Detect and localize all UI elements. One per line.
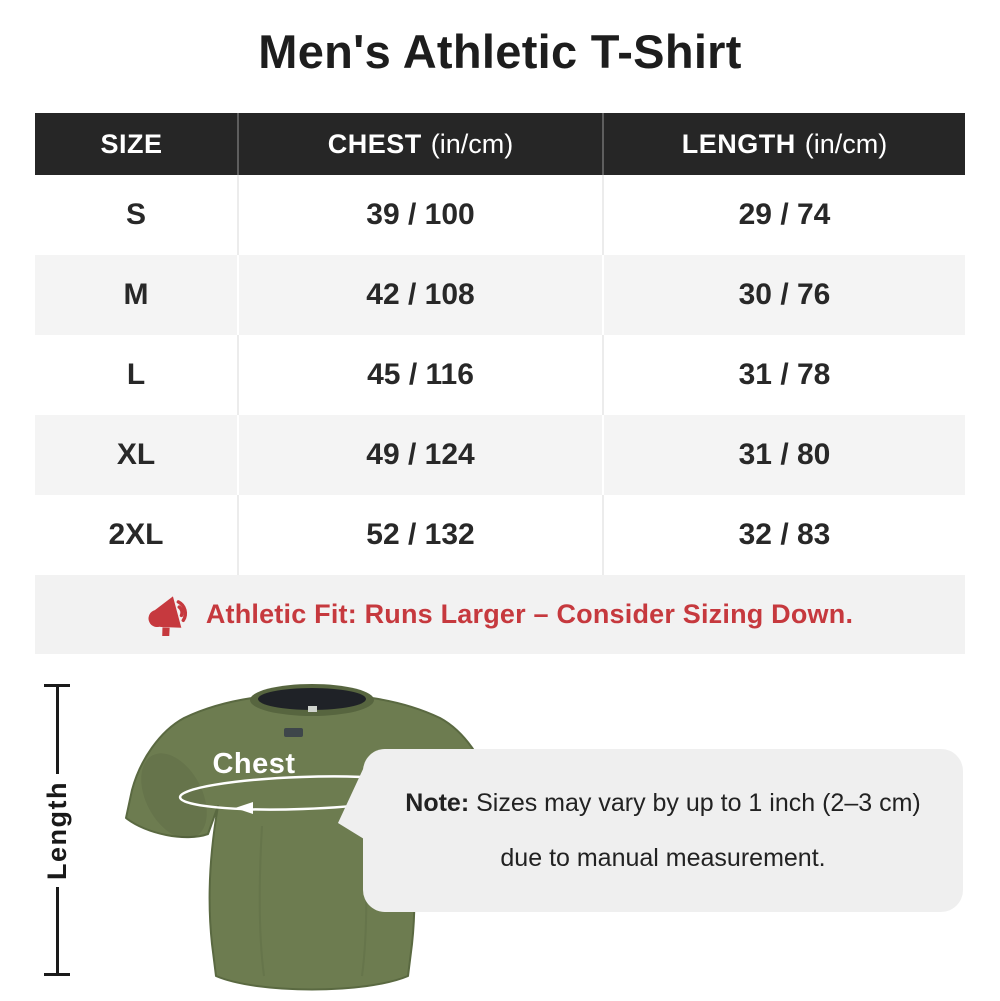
header-chest-label: CHEST	[327, 128, 422, 159]
size-cell: XL	[116, 438, 156, 471]
length-top-cap	[44, 684, 70, 687]
header-length-unit: (in/cm)	[804, 128, 888, 159]
note-label: Note:	[405, 788, 470, 817]
length-line-lower	[55, 886, 59, 974]
bubble-tail	[338, 767, 364, 839]
table-row: L 45 / 116 31 / 78	[35, 335, 965, 415]
length-cell: 32 / 83	[602, 495, 965, 575]
header-length: LENGTH (in/cm)	[602, 113, 965, 175]
note-line-1: Note: Sizes may vary by up to 1 inch (2–…	[405, 789, 920, 818]
header-length-label: LENGTH	[681, 128, 796, 159]
length-bottom-cap	[44, 973, 70, 977]
page-title: Men's Athletic T-Shirt	[258, 25, 742, 78]
megaphone-icon	[148, 595, 187, 636]
length-measure-indicator: Length	[41, 684, 72, 977]
fit-note-banner: Athletic Fit: Runs Larger – Consider Siz…	[35, 575, 965, 654]
header-size: SIZE	[35, 113, 237, 175]
chest-label: Chest	[212, 748, 295, 780]
table-row: S 39 / 100 29 / 74	[35, 175, 965, 255]
table-row: M 42 / 108 30 / 76	[35, 255, 965, 335]
chest-arrow-left	[235, 802, 253, 814]
chest-cell: 49 / 124	[237, 415, 602, 495]
shirt-brand-logo	[284, 728, 303, 737]
table-row: 2XL 52 / 132 32 / 83	[35, 495, 965, 575]
length-line-upper	[55, 687, 59, 774]
header-chest: CHEST (in/cm)	[237, 113, 602, 175]
note-text: Sizes may vary by up to 1 inch (2–3 cm)	[469, 788, 921, 817]
size-cell: 2XL	[108, 518, 164, 551]
chest-cell: 42 / 108	[237, 255, 602, 335]
length-cell: 29 / 74	[602, 175, 965, 255]
size-cell: M	[123, 278, 149, 311]
size-table-header-row: SIZE CHEST (in/cm) LENGTH (in/cm)	[35, 113, 965, 175]
table-row: XL 49 / 124 31 / 80	[35, 415, 965, 495]
header-size-label: SIZE	[100, 128, 163, 159]
length-label: Length	[41, 780, 72, 880]
chest-cell: 52 / 132	[237, 495, 602, 575]
size-cell: L	[126, 358, 146, 391]
size-table: SIZE CHEST (in/cm) LENGTH (in/cm) S 39 /…	[35, 113, 965, 654]
length-cell: 31 / 78	[602, 335, 965, 415]
collar-tag	[308, 706, 317, 712]
fit-note-text: Athletic Fit: Runs Larger – Consider Siz…	[205, 599, 854, 629]
length-cell: 30 / 76	[602, 255, 965, 335]
size-cell: S	[125, 198, 146, 231]
length-cell: 31 / 80	[602, 415, 965, 495]
header-chest-unit: (in/cm)	[430, 128, 514, 159]
measurement-note-bubble: Note: Sizes may vary by up to 1 inch (2–…	[338, 749, 963, 912]
chest-cell: 45 / 116	[237, 335, 602, 415]
chest-cell: 39 / 100	[237, 175, 602, 255]
note-line-2: due to manual measurement.	[500, 843, 826, 872]
